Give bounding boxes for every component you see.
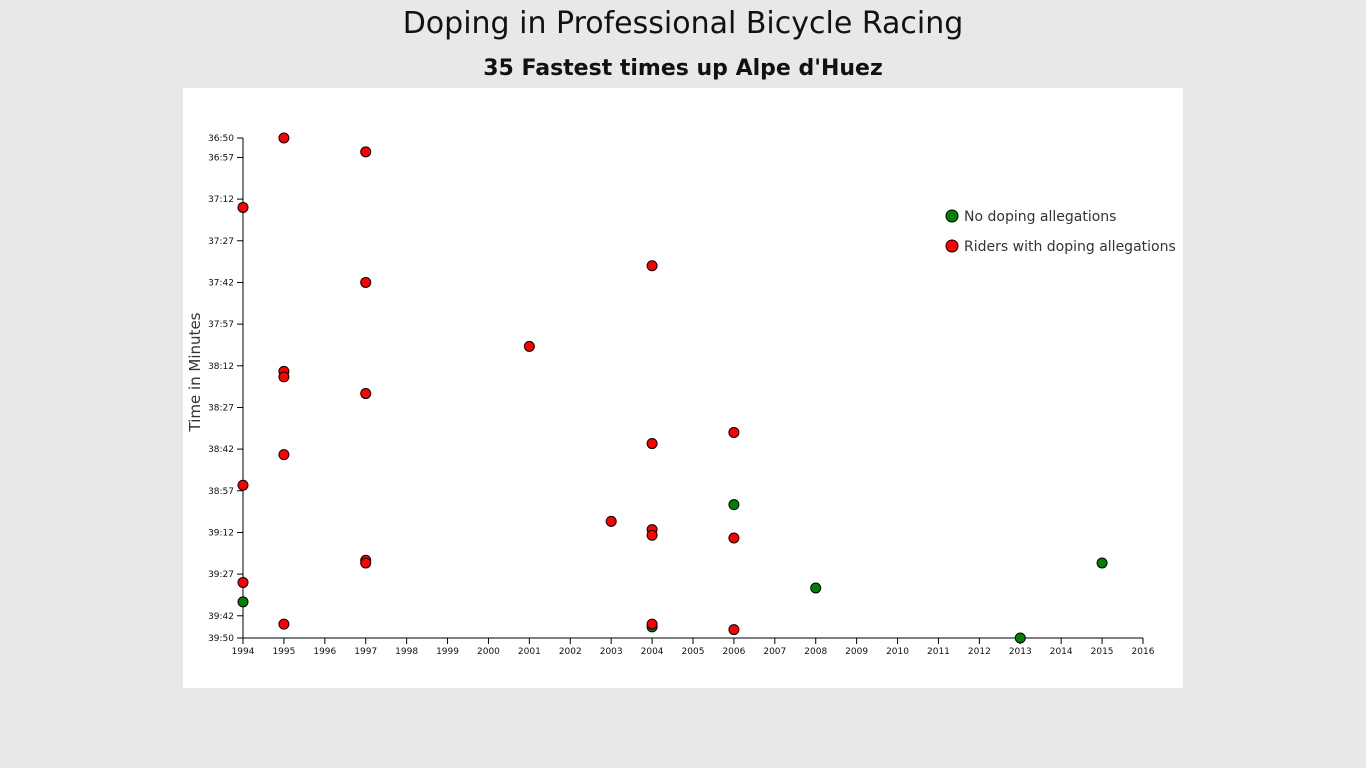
data-point-doping[interactable] (646, 529, 658, 541)
chart-panel (183, 88, 1183, 688)
x-tick-label: 2014 (1050, 647, 1073, 657)
x-tick-label: 2000 (477, 647, 500, 657)
y-tick-label: 39:27 (208, 570, 234, 580)
chart-subtitle: 35 Fastest times up Alpe d'Huez (483, 56, 883, 81)
y-tick-label: 39:50 (208, 634, 234, 644)
x-tick-label: 2012 (968, 647, 991, 657)
x-tick-label: 2006 (722, 647, 745, 657)
chart-title: Doping in Professional Bicycle Racing (402, 6, 964, 41)
x-tick-label: 2010 (886, 647, 909, 657)
data-point-doping[interactable] (360, 388, 372, 400)
data-point-no-doping[interactable] (1096, 557, 1108, 569)
data-point-doping[interactable] (278, 618, 290, 630)
x-tick-label: 2007 (763, 647, 786, 657)
y-tick-label: 39:12 (208, 528, 234, 538)
x-tick-label: 2003 (600, 647, 623, 657)
data-point-doping[interactable] (237, 576, 249, 588)
data-point-doping[interactable] (646, 260, 658, 272)
x-tick-label: 2004 (641, 647, 664, 657)
data-point-doping[interactable] (646, 438, 658, 450)
legend-label: Riders with doping allegations (964, 239, 1176, 255)
y-tick-label: 37:27 (208, 237, 234, 247)
data-point-doping[interactable] (523, 340, 535, 352)
data-point-doping[interactable] (360, 276, 372, 288)
x-tick-label: 2009 (845, 647, 868, 657)
data-point-no-doping[interactable] (237, 596, 249, 608)
data-point-doping[interactable] (646, 618, 658, 630)
x-tick-label: 2008 (804, 647, 827, 657)
data-point-doping[interactable] (360, 557, 372, 569)
y-tick-label: 36:50 (208, 134, 234, 144)
data-point-doping[interactable] (728, 532, 740, 544)
y-tick-label: 37:12 (208, 195, 234, 205)
x-tick-label: 2001 (518, 647, 541, 657)
y-axis: 36:50 36:57 37:12 37:27 37:42 37:57 38:12 38:27… (208, 134, 244, 644)
x-tick-label: 1998 (395, 647, 418, 657)
data-point-doping[interactable] (605, 515, 617, 527)
x-tick-label: 2002 (559, 647, 582, 657)
y-tick-label: 38:42 (208, 445, 234, 455)
legend-swatch (945, 239, 959, 253)
x-tick-label: 2013 (1009, 647, 1032, 657)
x-tick-label: 1995 (272, 647, 295, 657)
x-axis: 1994 1995 1996 1997 1998 1999 2000 2001 2002 2003… (232, 637, 1155, 657)
y-tick-label: 39:42 (208, 612, 234, 622)
x-tick-label: 1997 (354, 647, 377, 657)
x-tick-label: 2016 (1132, 647, 1155, 657)
data-point-doping[interactable] (237, 201, 249, 213)
y-tick-label: 38:27 (208, 403, 234, 413)
data-point-doping[interactable] (278, 449, 290, 461)
x-tick-label: 2015 (1091, 647, 1114, 657)
y-axis-label: Time in Minutes (186, 312, 204, 432)
data-point-no-doping[interactable] (728, 499, 740, 511)
y-tick-label: 38:57 (208, 487, 234, 497)
data-points (237, 132, 1108, 644)
x-tick-label: 1996 (313, 647, 336, 657)
data-point-no-doping[interactable] (1014, 632, 1026, 644)
x-tick-label: 2005 (682, 647, 705, 657)
data-point-doping[interactable] (728, 624, 740, 636)
x-tick-label: 1994 (232, 647, 255, 657)
y-tick-label: 37:42 (208, 278, 234, 288)
y-tick-label: 36:57 (208, 153, 234, 163)
data-point-doping[interactable] (237, 479, 249, 491)
data-point-doping[interactable] (278, 371, 290, 383)
y-tick-label: 38:12 (208, 362, 234, 372)
data-point-doping[interactable] (360, 146, 372, 158)
data-point-doping[interactable] (728, 426, 740, 438)
data-point-doping[interactable] (278, 132, 290, 144)
y-tick-label: 37:57 (208, 320, 234, 330)
x-tick-label: 1999 (436, 647, 459, 657)
data-point-no-doping[interactable] (810, 582, 822, 594)
legend-swatch (945, 209, 959, 223)
legend-label: No doping allegations (964, 209, 1116, 225)
legend: No doping allegations Riders with doping … (945, 209, 1176, 255)
x-tick-label: 2011 (927, 647, 950, 657)
